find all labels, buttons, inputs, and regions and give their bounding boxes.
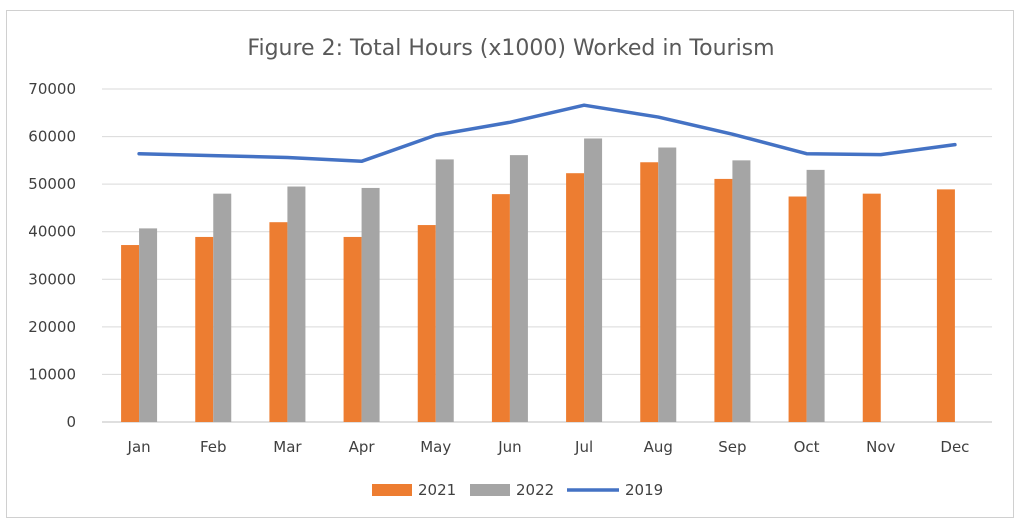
bar-2021-feb — [195, 236, 214, 422]
bar-2021-dec — [936, 189, 955, 422]
bar-2022-may — [435, 159, 454, 423]
bar-2021-mar — [269, 222, 288, 422]
bar-2022-jan — [139, 228, 158, 422]
x-tick-label: May — [420, 438, 451, 456]
y-tick-label: 0 — [66, 413, 76, 431]
bar-2021-jul — [566, 173, 585, 422]
legend-swatch — [372, 484, 412, 496]
bar-2021-apr — [343, 236, 362, 422]
legend-item-2021: 2021 — [372, 481, 456, 499]
series-lines — [137, 103, 957, 164]
legend-label: 2022 — [516, 481, 554, 499]
bar-2022-apr — [361, 187, 380, 422]
bars — [121, 138, 955, 423]
bar-2021-jan — [121, 245, 140, 422]
legend-item-2019: 2019 — [567, 481, 663, 499]
chart-title: Figure 2: Total Hours (x1000) Worked in … — [247, 36, 774, 61]
x-tick-label: Sep — [718, 438, 746, 456]
y-tick-label: 70000 — [28, 80, 76, 98]
x-tick-label: Apr — [349, 438, 376, 456]
x-tick-label: Feb — [200, 438, 227, 456]
x-tick-label: Jun — [497, 438, 521, 456]
x-tick-label: Jan — [127, 438, 151, 456]
bar-2022-sep — [732, 160, 751, 422]
bar-2022-oct — [806, 169, 825, 422]
y-axis-ticks: 0 10000 20000 30000 40000 50000 60000 70000 — [28, 80, 76, 431]
legend-item-2022: 2022 — [470, 481, 554, 499]
gridlines — [102, 88, 992, 423]
y-tick-label: 20000 — [28, 318, 76, 336]
bar-2022-mar — [287, 186, 306, 422]
chart-frame: Figure 2: Total Hours (x1000) Worked in … — [6, 10, 1014, 518]
legend: 2021 2022 2019 — [372, 481, 663, 499]
x-tick-label: Dec — [940, 438, 969, 456]
bar-2022-jun — [509, 155, 528, 423]
x-tick-label: Mar — [273, 438, 302, 456]
bar-2021-jun — [491, 194, 510, 422]
bar-2022-aug — [658, 147, 677, 422]
bar-2021-aug — [640, 162, 659, 422]
y-tick-label: 50000 — [28, 175, 76, 193]
y-tick-label: 30000 — [28, 270, 76, 288]
x-axis-ticks: Jan Feb Mar Apr May Jun Jul Aug Sep Oct Nov Dec — [127, 438, 970, 456]
legend-label: 2019 — [625, 481, 663, 499]
bar-2021-sep — [714, 178, 733, 422]
bar-2021-oct — [788, 196, 807, 422]
x-tick-label: Nov — [866, 438, 895, 456]
bar-2021-may — [417, 225, 436, 422]
legend-swatch — [470, 484, 510, 496]
bar-2022-jul — [584, 138, 603, 422]
legend-label: 2021 — [418, 481, 456, 499]
x-tick-label: Aug — [644, 438, 673, 456]
y-tick-label: 40000 — [28, 223, 76, 241]
bar-2022-feb — [213, 193, 232, 422]
x-tick-label: Jul — [574, 438, 593, 456]
y-tick-label: 60000 — [28, 128, 76, 146]
y-tick-label: 10000 — [28, 365, 76, 383]
bar-2021-nov — [862, 193, 881, 422]
line-2019 — [137, 103, 957, 164]
x-tick-label: Oct — [794, 438, 820, 456]
chart: Figure 2: Total Hours (x1000) Worked in … — [28, 36, 992, 499]
